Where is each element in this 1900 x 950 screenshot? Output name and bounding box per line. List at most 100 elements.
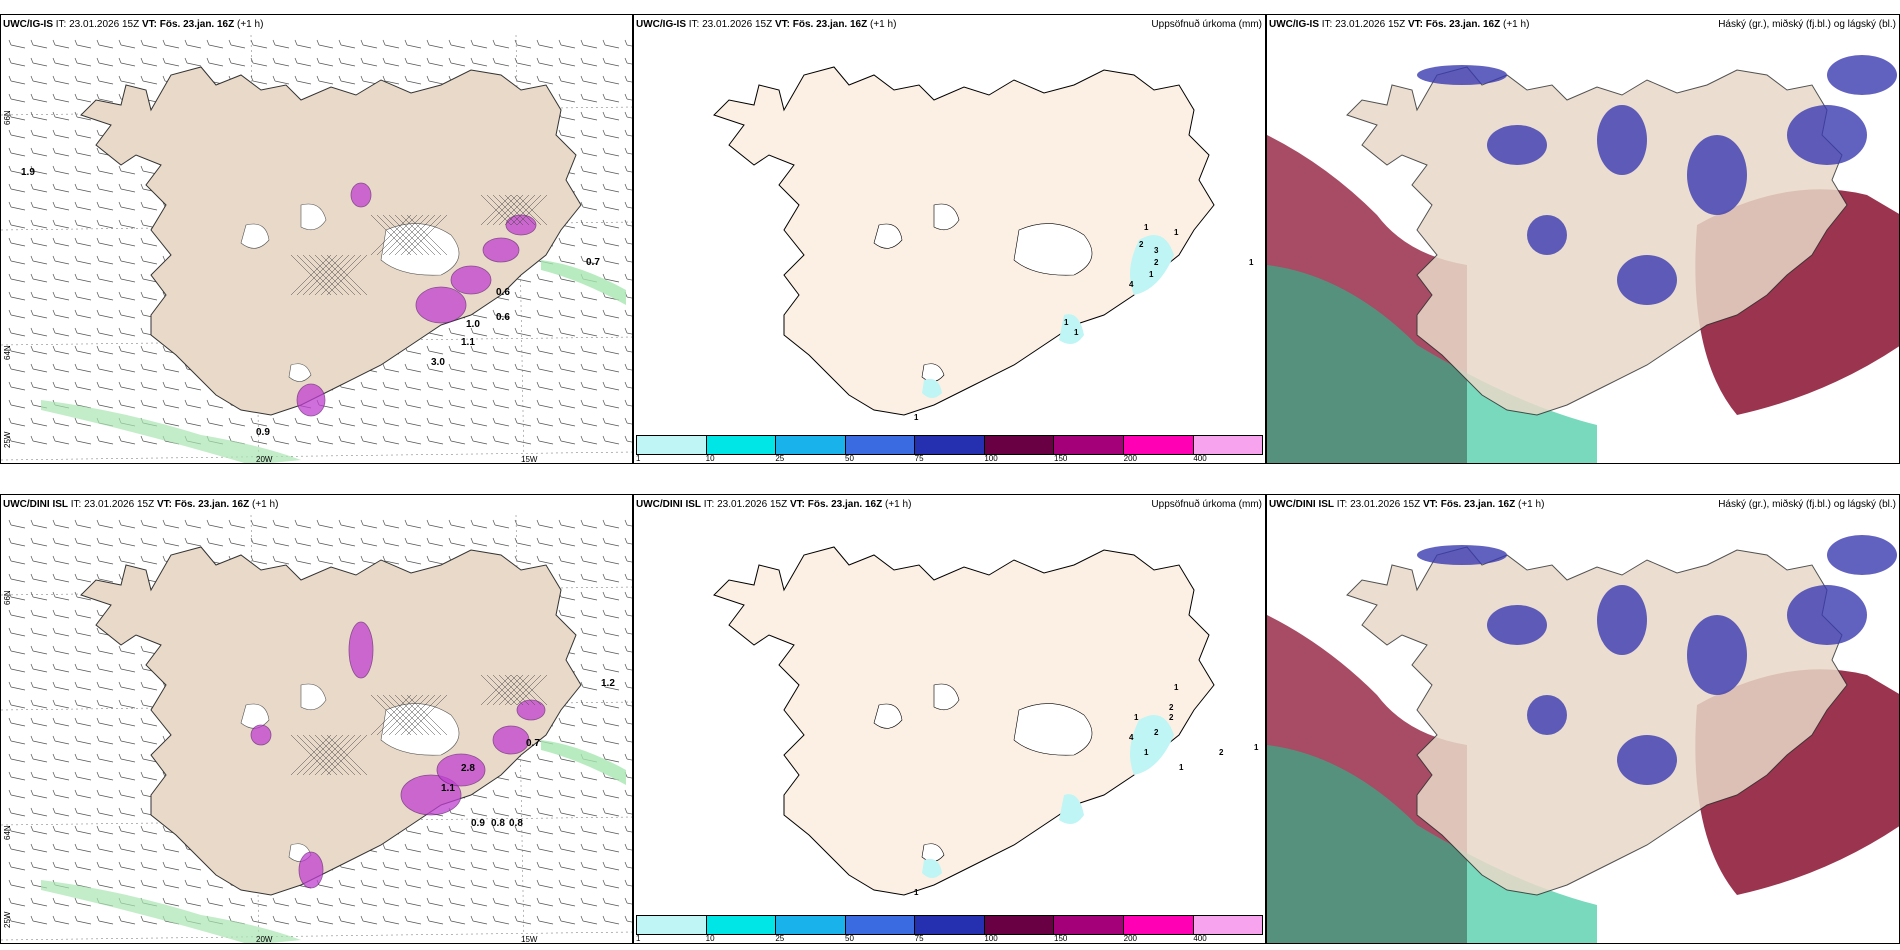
wind-barb-feather xyxy=(30,915,34,922)
wind-barb-staff xyxy=(494,350,510,355)
wind-barb-staff xyxy=(186,422,202,427)
wind-barb xyxy=(448,519,466,529)
wind-barb-staff xyxy=(428,62,444,67)
wind-barb xyxy=(96,327,114,337)
wind-barb xyxy=(558,591,576,601)
cloud-map-panel-row2: UWC/DINI ISL IT: 23.01.2026 15Z VT: Fös.… xyxy=(1266,494,1900,944)
wind-barb-staff xyxy=(54,686,70,691)
high-cloud-area xyxy=(1787,105,1867,165)
wind-barb-feather xyxy=(140,915,144,922)
wind-barb xyxy=(536,843,554,853)
wind-barb xyxy=(74,627,92,637)
wind-barb-feather xyxy=(30,345,34,352)
wind-barb-staff xyxy=(142,44,158,49)
wind-barb-feather xyxy=(118,717,122,724)
wind-barb-staff xyxy=(274,62,290,67)
wind-barb-feather xyxy=(30,537,34,544)
wind-barb-feather xyxy=(118,789,122,796)
wind-barb-feather xyxy=(118,237,122,244)
wind-barb-feather xyxy=(96,771,100,778)
wind-barb xyxy=(96,915,114,925)
wind-barb-staff xyxy=(98,578,114,583)
wind-barb-feather xyxy=(162,519,166,526)
precip-value-label: 4 xyxy=(1129,733,1134,742)
wind-barb-feather xyxy=(8,573,12,580)
wind-barb-feather xyxy=(74,915,78,922)
wind-barb-staff xyxy=(450,902,466,907)
wind-barb-feather xyxy=(96,147,100,154)
wind-barb-staff xyxy=(384,404,400,409)
wind-barb-staff xyxy=(384,62,400,67)
wind-barb-feather xyxy=(338,39,342,46)
wind-barb-feather xyxy=(558,789,562,796)
wind-barb-feather xyxy=(558,717,562,724)
lat-label-66n: 66N xyxy=(3,110,12,125)
hatch-line xyxy=(480,194,512,226)
wind-barb-feather xyxy=(52,435,56,442)
wind-barb-feather xyxy=(536,879,540,886)
wind-barb-feather xyxy=(30,291,34,298)
wind-barb-staff xyxy=(54,386,70,391)
wind-barb xyxy=(580,93,598,103)
wind-barb-feather xyxy=(118,309,122,316)
wind-barb xyxy=(360,435,378,445)
wind-barb-feather xyxy=(74,417,78,424)
high-cloud-area xyxy=(1487,125,1547,165)
wind-barb xyxy=(140,555,158,565)
wind-barb-feather xyxy=(580,129,584,136)
wind-barb-feather xyxy=(8,345,12,352)
wind-barb-feather xyxy=(96,609,100,616)
wind-barb-feather xyxy=(470,519,474,526)
wind-barb xyxy=(624,879,632,887)
wind-barb-feather xyxy=(536,273,540,280)
wind-barb xyxy=(404,399,422,409)
wind-barb-feather xyxy=(30,147,34,154)
precip-value-label: 1 xyxy=(1174,228,1179,237)
wind-barb-feather xyxy=(294,555,298,562)
wind-barb-staff xyxy=(582,116,598,121)
wind-barb-feather xyxy=(338,879,342,886)
wind-barb xyxy=(96,201,114,211)
wind-barb-staff xyxy=(560,542,576,547)
wind-barb-feather xyxy=(30,645,34,652)
wind-barb xyxy=(140,57,158,67)
wind-barb-feather xyxy=(206,897,210,904)
wind-barb-staff xyxy=(560,578,576,583)
wind-barb xyxy=(514,345,532,355)
wind-barb-staff xyxy=(560,332,576,337)
wind-barb-feather xyxy=(580,789,584,796)
wind-barb-staff xyxy=(560,242,576,247)
wind-barb xyxy=(228,897,246,907)
wind-barb xyxy=(558,897,576,907)
wind-barb-staff xyxy=(54,812,70,817)
wind-barb xyxy=(8,147,26,157)
wind-barb-feather xyxy=(118,75,122,82)
wind-barb xyxy=(118,699,136,709)
hatch-line xyxy=(382,694,424,736)
wind-barb-staff xyxy=(626,560,632,563)
wind-barb-staff xyxy=(560,722,576,727)
wind-barb-staff xyxy=(76,62,92,67)
wind-barb-staff xyxy=(54,740,70,745)
wind-barb-feather xyxy=(580,915,584,922)
wind-barb-staff xyxy=(120,740,136,745)
wind-barb-staff xyxy=(406,440,422,445)
wind-barb xyxy=(118,399,136,409)
wind-barb xyxy=(624,753,632,761)
wind-barb-staff xyxy=(516,278,532,283)
wind-barb xyxy=(52,609,70,619)
wind-barb-feather xyxy=(492,345,496,352)
wind-barb xyxy=(30,147,48,157)
wind-barb-staff xyxy=(560,560,576,565)
wind-barb-staff xyxy=(450,866,466,871)
wind-barb xyxy=(52,237,70,247)
wind-barb xyxy=(602,789,620,799)
wind-barb-staff xyxy=(604,134,620,139)
wind-barb xyxy=(602,417,620,427)
wind-barb xyxy=(426,897,444,907)
wind-barb xyxy=(162,39,180,49)
wind-barb-feather xyxy=(30,219,34,226)
wind-barb-staff xyxy=(604,116,620,121)
wind-barb-feather xyxy=(404,915,408,922)
wind-barb-feather xyxy=(8,843,12,850)
